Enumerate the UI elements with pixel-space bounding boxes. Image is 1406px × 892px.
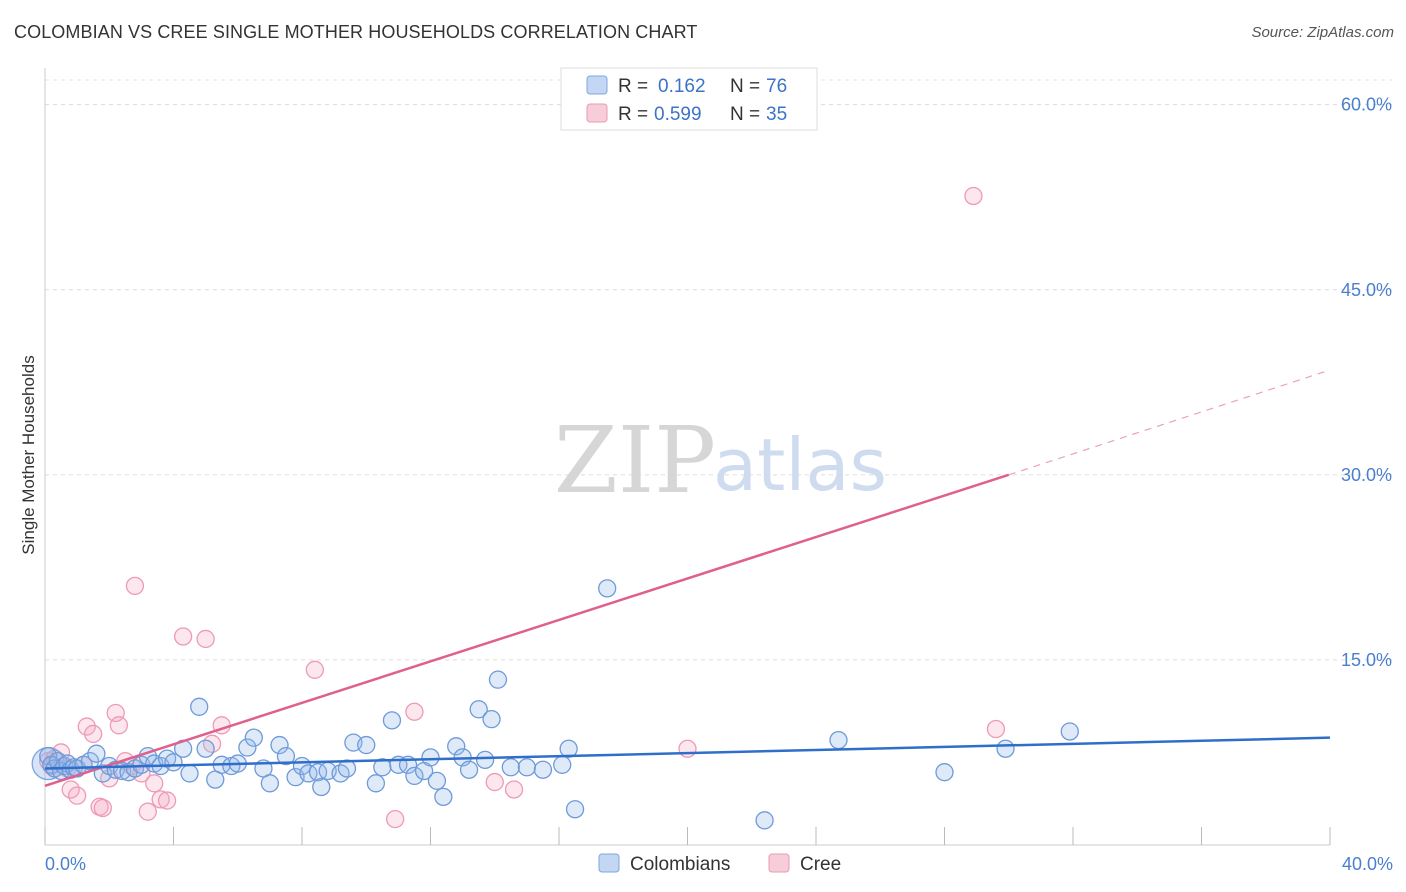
data-point-colombians [308, 763, 328, 782]
legend-swatch-cree [586, 103, 608, 123]
data-point-cree [964, 186, 983, 206]
data-point-colombians [482, 709, 501, 729]
y-tick-label: 45.0% [1341, 280, 1392, 300]
data-point-cree [151, 790, 170, 809]
legend-r-value: 0.162 [658, 76, 706, 97]
watermark-zip: ZIP [554, 407, 716, 514]
data-point-colombians [598, 579, 617, 598]
data-point-cree [173, 627, 193, 646]
data-point-colombians [337, 759, 357, 778]
data-point-colombians [935, 763, 954, 782]
data-point-colombians [80, 751, 100, 771]
bottom-legend-swatch-cree [768, 853, 790, 873]
y-tick-label: 60.0% [1341, 95, 1392, 115]
legend-n-value: 76 [766, 76, 787, 97]
data-point-colombians [382, 711, 402, 730]
x-tick-label: 40.0% [1342, 854, 1393, 874]
data-point-cree [125, 576, 145, 596]
gridlines [45, 79, 1392, 661]
bottom-legend-label-cree: Cree [800, 854, 841, 875]
data-point-colombians [565, 800, 585, 819]
data-point-colombians [190, 697, 209, 716]
data-point-colombians [533, 760, 553, 779]
data-point-cree [678, 739, 697, 758]
data-point-cree [109, 716, 129, 735]
y-axis-label: Single Mother Households [19, 355, 38, 554]
legend-r-value: 0.599 [654, 104, 702, 125]
data-point-cree [93, 798, 112, 818]
data-point-colombians [421, 748, 440, 767]
data-point-colombians [87, 744, 106, 763]
data-point-colombians [447, 737, 466, 756]
data-point-colombians [260, 774, 280, 793]
data-point-colombians [180, 764, 199, 783]
trend-lines [44, 369, 1331, 787]
bottom-legend-swatch-colombians [598, 853, 620, 873]
chart-title: COLOMBIAN VS CREE SINGLE MOTHER HOUSEHOL… [14, 22, 698, 42]
legend-swatch-colombians [586, 75, 608, 95]
chart-source: Source: ZipAtlas.com [1251, 24, 1394, 41]
tick-labels: 15.0% 30.0% 45.0% 60.0% 0.0% 40.0% [45, 95, 1393, 874]
data-point-colombians [459, 760, 479, 779]
data-point-colombians [276, 747, 296, 766]
data-point-colombians [829, 730, 848, 750]
data-point-cree [386, 809, 405, 829]
data-point-cree [84, 724, 103, 744]
data-point-colombians [501, 758, 520, 777]
data-point-cree [405, 702, 424, 721]
data-point-cree [504, 780, 524, 799]
data-point-colombians [755, 811, 774, 830]
axes [44, 68, 1331, 846]
trend-line-cree-extension [1008, 369, 1331, 476]
data-point-colombians [427, 771, 447, 790]
data-point-colombians [517, 758, 537, 777]
y-tick-label: 15.0% [1341, 650, 1392, 670]
data-point-cree [196, 629, 215, 649]
data-point-cree [305, 660, 325, 679]
data-point-colombians [244, 728, 263, 747]
y-tick-label: 30.0% [1341, 465, 1392, 485]
data-point-cree [67, 786, 87, 805]
data-point-cree [485, 772, 504, 792]
data-point-colombians [434, 787, 453, 807]
data-point-colombians [299, 764, 318, 783]
data-point-colombians [196, 739, 215, 758]
legend-n-label: N = [730, 104, 760, 125]
data-point-colombians [270, 735, 289, 755]
series-colombians-points [31, 579, 1079, 830]
bottom-legend: Colombians Cree [598, 853, 841, 875]
data-point-colombians [238, 738, 257, 757]
trend-line-colombians [44, 736, 1331, 770]
data-point-cree [77, 717, 96, 736]
data-point-colombians [1060, 722, 1079, 741]
data-point-colombians [366, 774, 386, 793]
data-point-colombians [996, 739, 1015, 758]
watermark-atlas: atlas [713, 423, 887, 507]
series-cree-points [39, 186, 1006, 829]
data-point-colombians [469, 700, 488, 719]
data-point-cree [145, 774, 164, 793]
legend-r-label: R = [618, 104, 648, 125]
data-point-cree [986, 719, 1006, 739]
data-point-colombians [559, 739, 578, 758]
legend-r-label: R = [618, 76, 648, 97]
data-point-colombians [475, 750, 495, 770]
data-point-colombians [357, 735, 376, 755]
data-point-colombians [553, 755, 572, 774]
data-point-cree [138, 802, 157, 821]
x-tick-label: 0.0% [45, 854, 86, 874]
bottom-legend-label-colombians: Colombians [630, 854, 730, 875]
legend-n-value: 35 [766, 104, 787, 125]
legend: R = 0.162 N = 76 R = 0.599 N = 35 [560, 67, 818, 131]
data-point-colombians [405, 766, 424, 786]
legend-n-label: N = [730, 76, 760, 97]
data-point-cree [157, 791, 177, 810]
data-point-colombians [488, 670, 508, 689]
data-point-colombians [312, 777, 331, 797]
trend-line-cree [44, 473, 1010, 787]
